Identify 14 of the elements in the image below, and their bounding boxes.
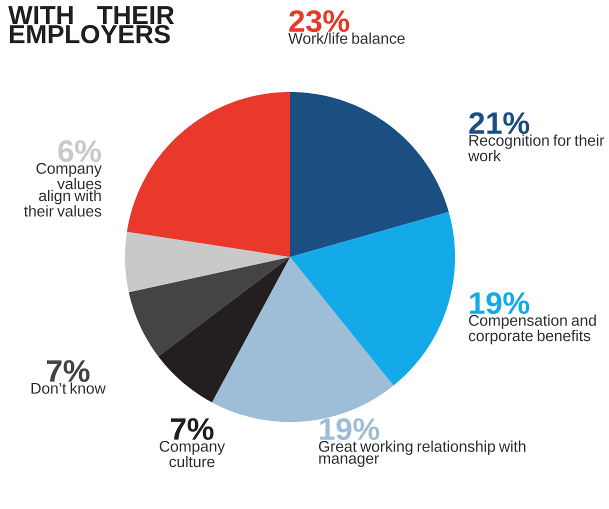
slice-label: Work/life balance — [288, 32, 405, 44]
slice-label: Compensation and corporate benefits — [468, 314, 596, 344]
slice-label: Great working relationship with manager — [318, 440, 526, 467]
data-label: 7% — [47, 360, 90, 382]
slice-label: Recognition for their work — [468, 134, 604, 162]
data-label: 21% — [469, 112, 530, 134]
data-label: 19% — [470, 292, 530, 314]
data-label: 23% — [289, 10, 350, 32]
slice-label: Company culture — [160, 440, 225, 468]
data-label: 7% — [171, 418, 214, 440]
slice-label: Don’t know — [32, 382, 106, 394]
chart-title: WITH THEIR EMPLOYERS — [8, 6, 174, 44]
data-label: 19% — [320, 418, 380, 440]
slice-label: Company values align with their values — [24, 162, 102, 217]
